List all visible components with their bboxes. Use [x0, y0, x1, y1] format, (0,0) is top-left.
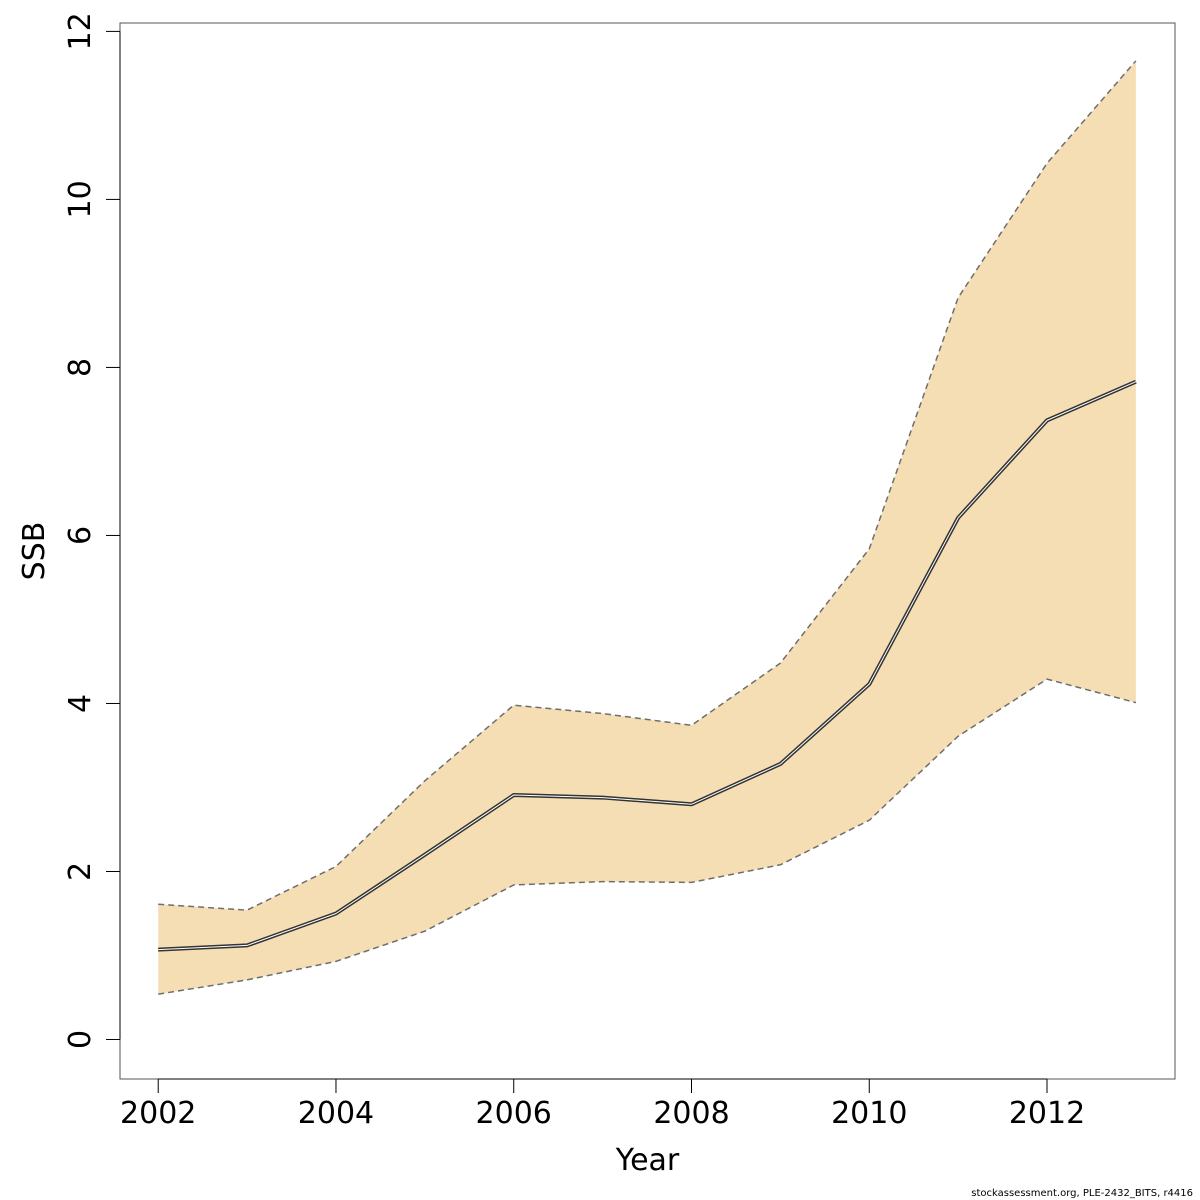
- lower-bound-line: [158, 678, 1137, 995]
- y-tick-label: 4: [63, 694, 98, 713]
- y-tick-label: 12: [63, 12, 98, 50]
- x-tick-label: 2002: [120, 1096, 196, 1131]
- y-tick-label: 6: [63, 526, 98, 545]
- y-tick-label: 8: [63, 358, 98, 377]
- confidence-band: [158, 60, 1136, 995]
- x-tick-label: 2008: [653, 1096, 729, 1131]
- y-tick-label: 2: [63, 862, 98, 881]
- footer-credit: stockassessment.org, PLE-2432_BITS, r441…: [971, 1188, 1193, 1199]
- x-tick-label: 2010: [831, 1096, 907, 1131]
- x-axis-title: Year: [615, 1143, 680, 1178]
- x-axis: 2002 2004 2006 2008 2010 2012: [120, 1078, 1085, 1131]
- x-tick-label: 2004: [298, 1096, 374, 1131]
- x-tick-label: 2012: [1009, 1096, 1085, 1131]
- confidence-band-layer: [158, 60, 1136, 995]
- y-tick-label: 0: [63, 1030, 98, 1049]
- series-line-layer: [158, 60, 1137, 995]
- estimate-line-core: [158, 381, 1137, 951]
- y-tick-label: 10: [63, 180, 98, 218]
- x-tick-label: 2006: [476, 1096, 552, 1131]
- y-axis: 0 2 4 6 8 10 12: [63, 12, 121, 1049]
- y-axis-title: SSB: [17, 522, 52, 581]
- upper-bound-line: [158, 60, 1137, 911]
